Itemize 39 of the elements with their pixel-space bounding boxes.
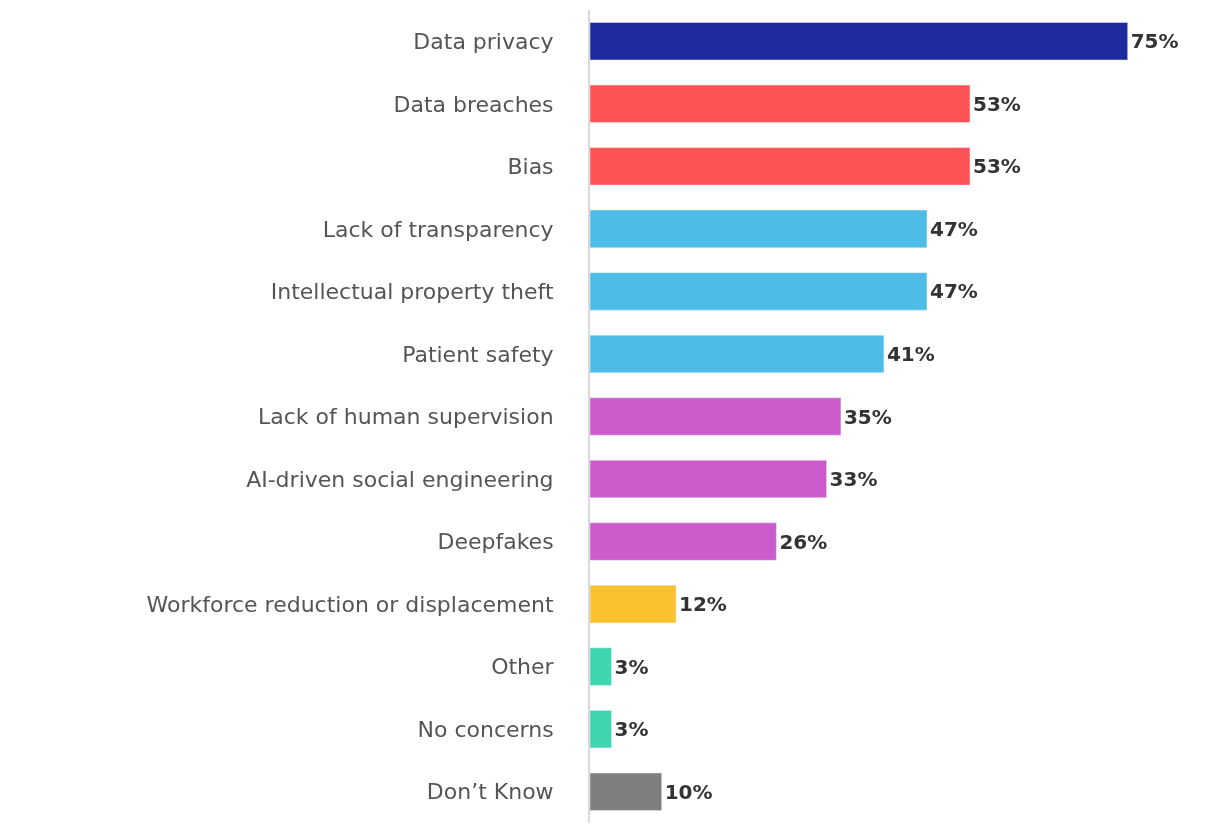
y-tick-label: Lack of transparency xyxy=(322,216,554,242)
y-tick-label: Intellectual property theft xyxy=(270,279,554,305)
bar xyxy=(590,147,971,186)
bar xyxy=(590,772,662,811)
data-label: 53% xyxy=(972,154,1021,179)
data-label: 53% xyxy=(972,91,1021,116)
data-label: 41% xyxy=(886,341,935,366)
bar xyxy=(590,585,677,624)
y-tick-label: Data breaches xyxy=(393,91,554,117)
data-label: 3% xyxy=(614,654,649,679)
y-tick-label: No concerns xyxy=(417,716,554,742)
bar xyxy=(590,22,1128,61)
data-label: 10% xyxy=(664,779,713,804)
data-label: 26% xyxy=(779,529,828,554)
y-tick-label: Workforce reduction or displacement xyxy=(146,591,554,617)
bar xyxy=(590,522,777,561)
bar xyxy=(590,397,842,436)
bar xyxy=(590,647,612,686)
data-label: 3% xyxy=(614,717,649,742)
bar xyxy=(590,334,885,373)
y-tick-label: Data privacy xyxy=(413,28,554,54)
data-label: 35% xyxy=(843,404,892,429)
y-tick-label: Deepfakes xyxy=(437,529,554,555)
bar xyxy=(590,272,928,311)
data-label: 47% xyxy=(929,216,978,241)
bar xyxy=(590,84,971,123)
y-tick-label: AI-driven social engineering xyxy=(246,466,554,492)
bar xyxy=(590,710,612,749)
y-tick-label: Lack of human supervision xyxy=(258,404,554,430)
y-tick-label: Don’t Know xyxy=(426,779,554,805)
data-label: 33% xyxy=(829,467,878,492)
data-label: 12% xyxy=(679,592,727,617)
data-label: 47% xyxy=(929,279,978,304)
bar xyxy=(590,460,827,499)
y-tick-label: Bias xyxy=(507,154,554,180)
bar xyxy=(590,209,928,248)
y-tick-label: Other xyxy=(491,654,555,680)
data-label: 75% xyxy=(1130,29,1179,54)
y-tick-label: Patient safety xyxy=(402,341,554,367)
